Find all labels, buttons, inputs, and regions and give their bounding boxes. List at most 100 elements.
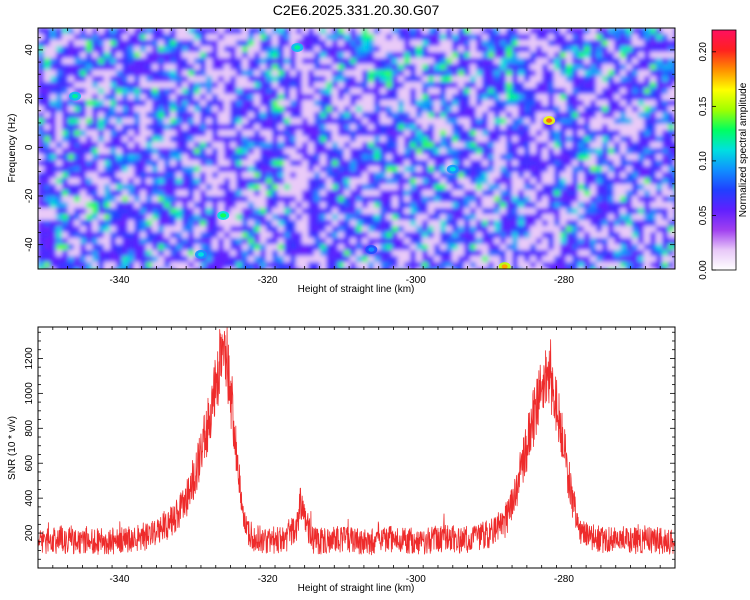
heatmap-cell [578, 52, 584, 58]
heatmap-cell [596, 178, 602, 184]
heatmap-cell [260, 166, 266, 172]
heatmap-cell [218, 58, 224, 64]
heatmap-cell [182, 202, 188, 208]
heatmap-cell [578, 82, 584, 88]
heatmap-cell [176, 196, 182, 202]
heatmap-cell [50, 232, 56, 238]
heatmap-cell [170, 178, 176, 184]
heatmap-cell [662, 154, 668, 160]
heatmap-cell [218, 154, 224, 160]
heatmap-cell [164, 58, 170, 64]
heatmap-cell [476, 178, 482, 184]
heatmap-cell [410, 256, 416, 262]
heatmap-cell [518, 64, 524, 70]
heatmap-cell [380, 214, 386, 220]
heatmap-cell [560, 154, 566, 160]
heatmap-cell [320, 142, 326, 148]
heatmap-cell [668, 94, 674, 100]
heatmap-cell [602, 118, 608, 124]
heatmap-cell [440, 160, 446, 166]
heatmap-cell [614, 256, 620, 262]
heatmap-cell [434, 178, 440, 184]
heatmap-cell [410, 118, 416, 124]
heatmap-cell [398, 106, 404, 112]
heatmap-cell [608, 76, 614, 82]
heatmap-cell [542, 148, 548, 154]
heatmap-cell [344, 64, 350, 70]
heatmap-cell [416, 148, 422, 154]
heatmap-cell [572, 52, 578, 58]
heatmap-cell [572, 190, 578, 196]
heatmap-cell [422, 220, 428, 226]
heatmap-cell [158, 172, 164, 178]
heatmap-cell [338, 100, 344, 106]
heatmap-cell [608, 190, 614, 196]
heatmap-cell [266, 250, 272, 256]
heatmap-cell [506, 136, 512, 142]
heatmap-cell [572, 166, 578, 172]
heatmap-cell [434, 112, 440, 118]
heatmap-cell [368, 64, 374, 70]
heatmap-cell [362, 124, 368, 130]
heatmap-cell [128, 82, 134, 88]
heatmap-cell [398, 136, 404, 142]
heatmap-cell [320, 112, 326, 118]
heatmap-cell [452, 244, 458, 250]
heatmap-cell [218, 94, 224, 100]
heatmap-cell [38, 262, 44, 268]
heatmap-cell [242, 238, 248, 244]
x-tick-label: -340 [109, 574, 129, 585]
heatmap-cell [500, 64, 506, 70]
heatmap-cell [500, 124, 506, 130]
heatmap-cell [410, 172, 416, 178]
heatmap-cell [50, 34, 56, 40]
heatmap-cell [626, 154, 632, 160]
heatmap-cell [584, 70, 590, 76]
heatmap-cell [512, 262, 518, 268]
heatmap-cell [482, 160, 488, 166]
heatmap-cell [62, 70, 68, 76]
heatmap-cell [548, 256, 554, 262]
heatmap-cell [434, 202, 440, 208]
heatmap-cell [260, 172, 266, 178]
heatmap-cell [518, 118, 524, 124]
heatmap-cell [290, 88, 296, 94]
heatmap-cell [170, 94, 176, 100]
heatmap-cell [176, 166, 182, 172]
heatmap-cell [224, 148, 230, 154]
heatmap-cell [230, 172, 236, 178]
heatmap-cell [350, 172, 356, 178]
heatmap-cell [482, 88, 488, 94]
heatmap-cell [104, 112, 110, 118]
heatmap-cell [650, 250, 656, 256]
heatmap-cell [308, 148, 314, 154]
heatmap-cell [284, 160, 290, 166]
heatmap-cell [350, 58, 356, 64]
heatmap-cell [446, 244, 452, 250]
heatmap-cell [314, 94, 320, 100]
heatmap-cell [182, 46, 188, 52]
heatmap-cell [380, 160, 386, 166]
heatmap-cell [650, 184, 656, 190]
heatmap-cell [392, 112, 398, 118]
heatmap-cell [188, 214, 194, 220]
heatmap-cell [452, 238, 458, 244]
heatmap-cell [476, 64, 482, 70]
heatmap-cell [80, 58, 86, 64]
heatmap-cell [638, 196, 644, 202]
heatmap-cell [440, 40, 446, 46]
heatmap-cell [488, 118, 494, 124]
heatmap-cell [194, 184, 200, 190]
heatmap-cell [548, 154, 554, 160]
heatmap-cell [548, 220, 554, 226]
heatmap-cell [302, 40, 308, 46]
heatmap-cell [332, 40, 338, 46]
heatmap-cell [644, 214, 650, 220]
heatmap-cell [518, 94, 524, 100]
heatmap-cell [266, 112, 272, 118]
heatmap-cell [68, 226, 74, 232]
heatmap-cell [224, 136, 230, 142]
heatmap-cell [518, 184, 524, 190]
heatmap-cell [482, 52, 488, 58]
heatmap-cell [422, 118, 428, 124]
